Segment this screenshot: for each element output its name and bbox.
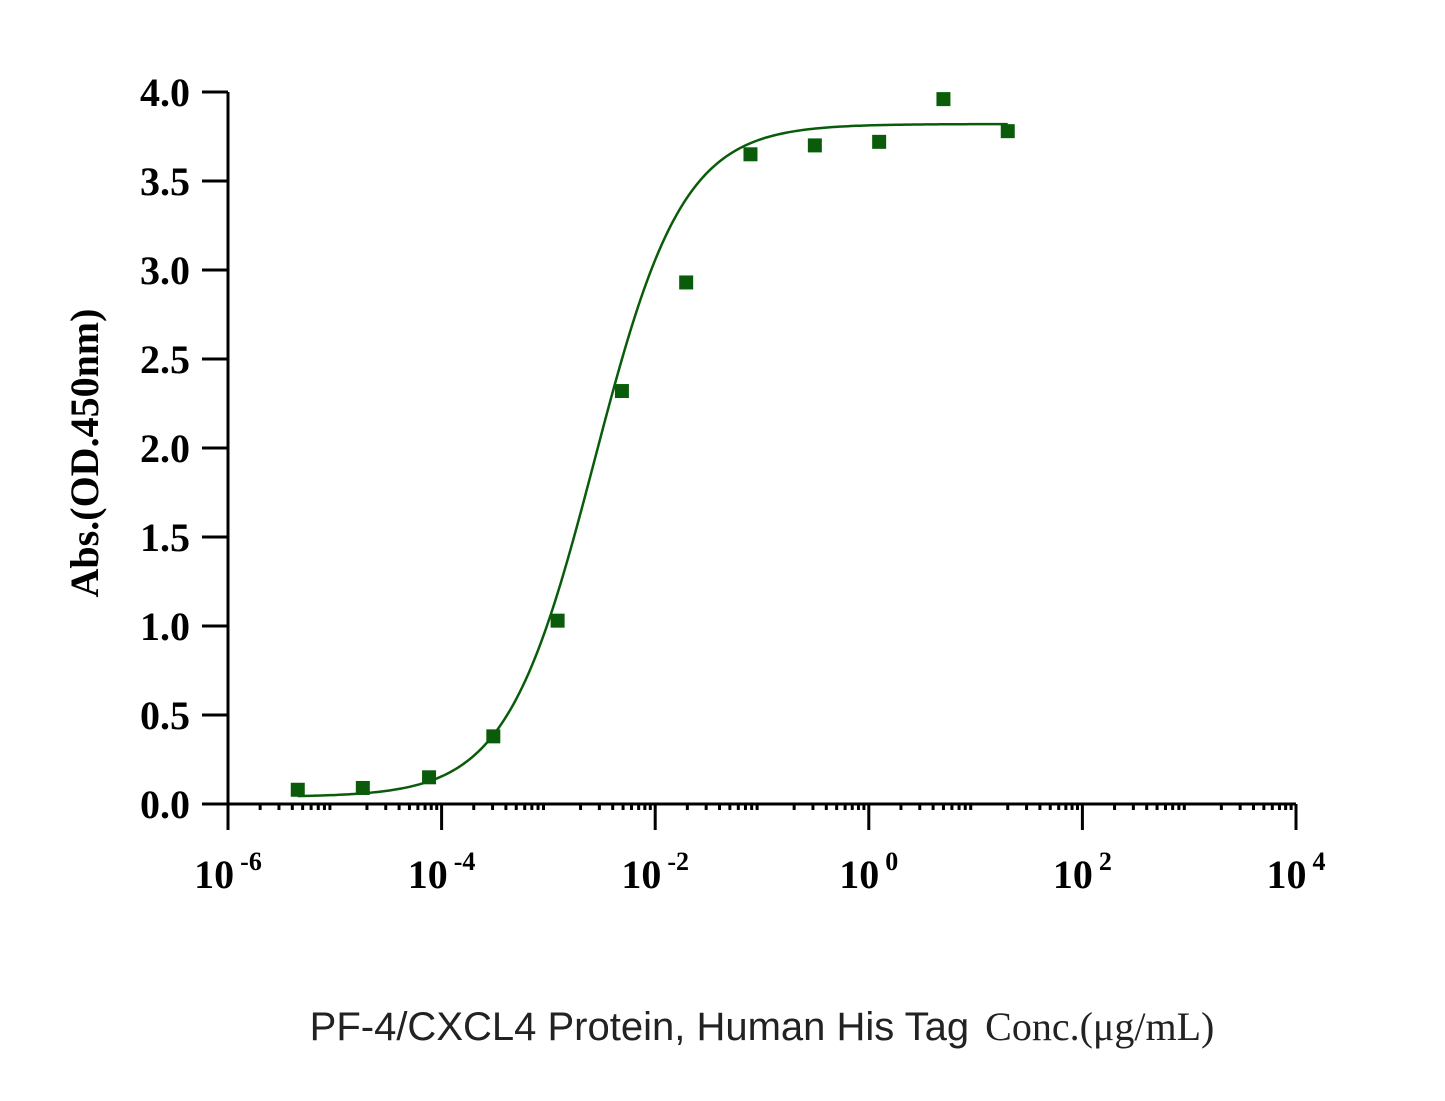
y-tick-label: 2.0: [140, 426, 190, 471]
y-tick-label: 3.0: [140, 248, 190, 293]
x-tick-label: 10 -6: [194, 847, 262, 897]
x-tick-label: 10 -2: [621, 847, 689, 897]
y-tick-label: 3.5: [140, 159, 190, 204]
data-point: [872, 134, 887, 149]
data-point: [614, 384, 629, 399]
data-point: [936, 92, 951, 107]
x-tick-label: 10 0: [839, 847, 898, 897]
y-tick-label: 1.0: [140, 604, 190, 649]
y-tick-label: 4.0: [140, 70, 190, 115]
y-tick-label: 0.5: [140, 693, 190, 738]
data-points-layer: [290, 92, 1015, 797]
data-point: [550, 613, 565, 628]
tick-labels-layer: 0.0 0.5 1.0 1.5 2.0 2.5 3.0 3.5 4.0 10 -6 10 -4 10 -2 1…: [140, 70, 1326, 897]
data-point: [807, 138, 822, 153]
y-tick-label: 0.0: [140, 782, 190, 827]
x-axis-label: PF-4/CXCL4 Protein, Human His Tag Conc.(…: [310, 1004, 1215, 1049]
y-axis-label: Abs.(OD.450nm): [62, 309, 107, 598]
data-point: [486, 729, 501, 744]
x-axis-label-unit: Conc.(μg/mL): [985, 1004, 1214, 1049]
x-tick-label: 10 4: [1267, 847, 1326, 897]
data-point: [422, 770, 437, 785]
y-tick-label: 2.5: [140, 337, 190, 382]
data-point: [290, 782, 305, 797]
x-axis-label-main: PF-4/CXCL4 Protein, Human His Tag: [310, 1005, 970, 1049]
data-point: [1000, 124, 1015, 139]
x-tick-label: 10 -4: [408, 847, 476, 897]
axes: [202, 90, 1298, 830]
fit-curve-layer: [297, 122, 1008, 798]
fit-curve: [297, 122, 1008, 798]
data-point: [355, 780, 370, 795]
data-point: [679, 275, 694, 290]
x-tick-label: 10 2: [1053, 847, 1112, 897]
data-point: [743, 147, 758, 162]
y-tick-label: 1.5: [140, 515, 190, 560]
